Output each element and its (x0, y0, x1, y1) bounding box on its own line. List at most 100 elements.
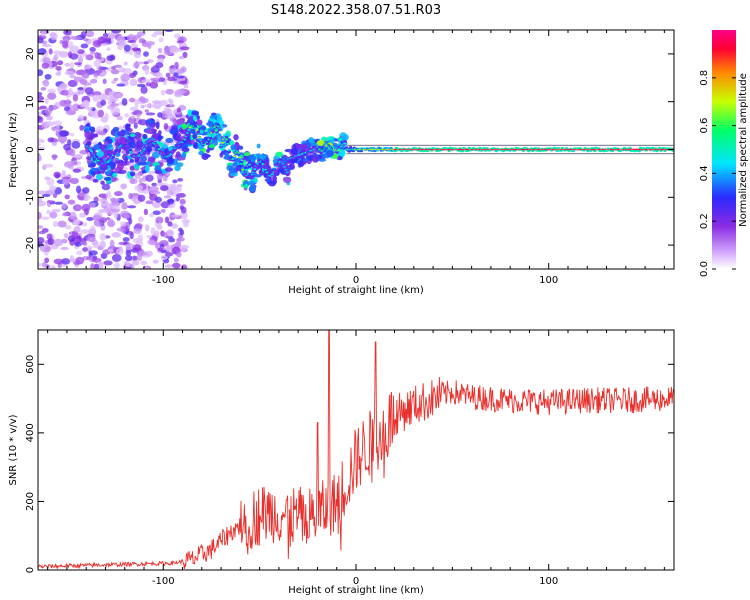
scintillation-blob (92, 178, 99, 183)
scintillation-blob (181, 147, 190, 152)
noise-blob (38, 196, 43, 203)
noise-blob (167, 221, 173, 227)
carrier-core (324, 145, 328, 148)
scintillation-blob (85, 156, 92, 161)
noise-blob (113, 77, 119, 82)
noise-blob (92, 214, 102, 221)
noise-blob (97, 198, 107, 202)
noise-blob (123, 44, 131, 52)
noise-blob (164, 30, 174, 33)
scintillation-blob (318, 158, 327, 162)
noise-blob (52, 154, 57, 161)
noise-blob (143, 208, 148, 216)
noise-blob (92, 91, 102, 96)
snr-xlabel: Height of straight line (km) (288, 585, 424, 596)
carrier-core (129, 151, 133, 154)
noise-blob (92, 39, 102, 48)
noise-blob (160, 255, 168, 261)
noise-blob (46, 178, 55, 186)
noise-blob (181, 264, 188, 269)
carrier-core (285, 171, 289, 174)
scintillation-blob (129, 165, 136, 171)
scintillation-blob (154, 170, 163, 175)
noise-blob (54, 201, 63, 205)
noise-blob (158, 37, 164, 43)
scintillation-blob (107, 138, 113, 144)
scintillation-blob (195, 119, 203, 126)
noise-blob (48, 185, 57, 192)
scintillation-blob (337, 155, 343, 161)
noise-blob (165, 72, 171, 78)
noise-blob (175, 75, 185, 79)
noise-blob (55, 72, 61, 76)
colorbar: 0.0 0.2 0.4 0.6 0.8 Normalized spectral ampl… (699, 30, 749, 277)
noise-blob (125, 243, 134, 249)
noise-blob (50, 32, 58, 41)
noise-blob (43, 163, 54, 168)
noise-blob (176, 251, 182, 258)
noise-blob (155, 216, 164, 224)
noise-blob (110, 66, 116, 70)
scintillation-blob (116, 162, 124, 170)
noise-blob (69, 53, 79, 60)
noise-blob (129, 178, 138, 185)
noise-blob (61, 169, 66, 176)
noise-blob (96, 125, 104, 132)
scintillation-blob (181, 123, 187, 130)
noise-blob (132, 62, 140, 69)
carrier-core (250, 173, 254, 176)
noise-blob (128, 50, 133, 55)
noise-blob (88, 250, 98, 256)
scintillation-blob (244, 184, 249, 190)
noise-blob (73, 218, 81, 226)
noise-blob (45, 121, 55, 127)
carrier-core (243, 171, 247, 174)
noise-blob (108, 218, 114, 225)
scintillation-blob (193, 141, 199, 148)
noise-blob (176, 68, 184, 75)
noise-blob (171, 223, 179, 229)
noise-blob (47, 92, 57, 100)
noise-blob (151, 33, 158, 38)
noise-blob (157, 222, 162, 229)
noise-blob (110, 208, 121, 213)
carrier-core (226, 142, 230, 145)
noise-blob (60, 246, 69, 251)
carrier-core (281, 163, 285, 166)
colorbar-tick-label: 0.4 (699, 165, 710, 181)
carrier-core (261, 162, 265, 165)
y-tick-label: 200 (25, 492, 36, 511)
scintillation-blob (243, 152, 251, 157)
noise-blob (53, 50, 63, 55)
colorbar-ticks: 0.0 0.2 0.4 0.6 0.8 (699, 70, 736, 277)
noise-blob (137, 234, 144, 242)
carrier-core (90, 150, 93, 153)
noise-blob (167, 98, 173, 103)
carrier-core (107, 159, 111, 162)
scintillation-blob (337, 137, 342, 141)
scintillation-blob (206, 148, 210, 153)
noise-blob (38, 116, 44, 124)
noise-blob (85, 174, 92, 180)
noise-blob (64, 225, 72, 230)
noise-blob (80, 31, 87, 39)
noise-blob (40, 86, 47, 91)
noise-blob (152, 79, 161, 83)
scintillation-blob (290, 148, 298, 155)
noise-blob (98, 93, 108, 101)
noise-blob (81, 203, 91, 212)
noise-blob (118, 125, 124, 131)
scintillation-blob (175, 135, 182, 142)
noise-blob (54, 187, 62, 195)
scintillation-blob (139, 161, 148, 166)
noise-blob (134, 223, 143, 229)
noise-blob (79, 124, 85, 131)
noise-blob (133, 228, 142, 235)
spectrogram-ylabel: Frequency (Hz) (8, 112, 19, 188)
noise-blob (57, 134, 68, 143)
snr-ticks: -100 0 100 0 200 400 600 (25, 330, 674, 587)
noise-blob (77, 114, 84, 122)
scintillation-blob (259, 154, 266, 159)
scintillation-blob (301, 143, 308, 151)
